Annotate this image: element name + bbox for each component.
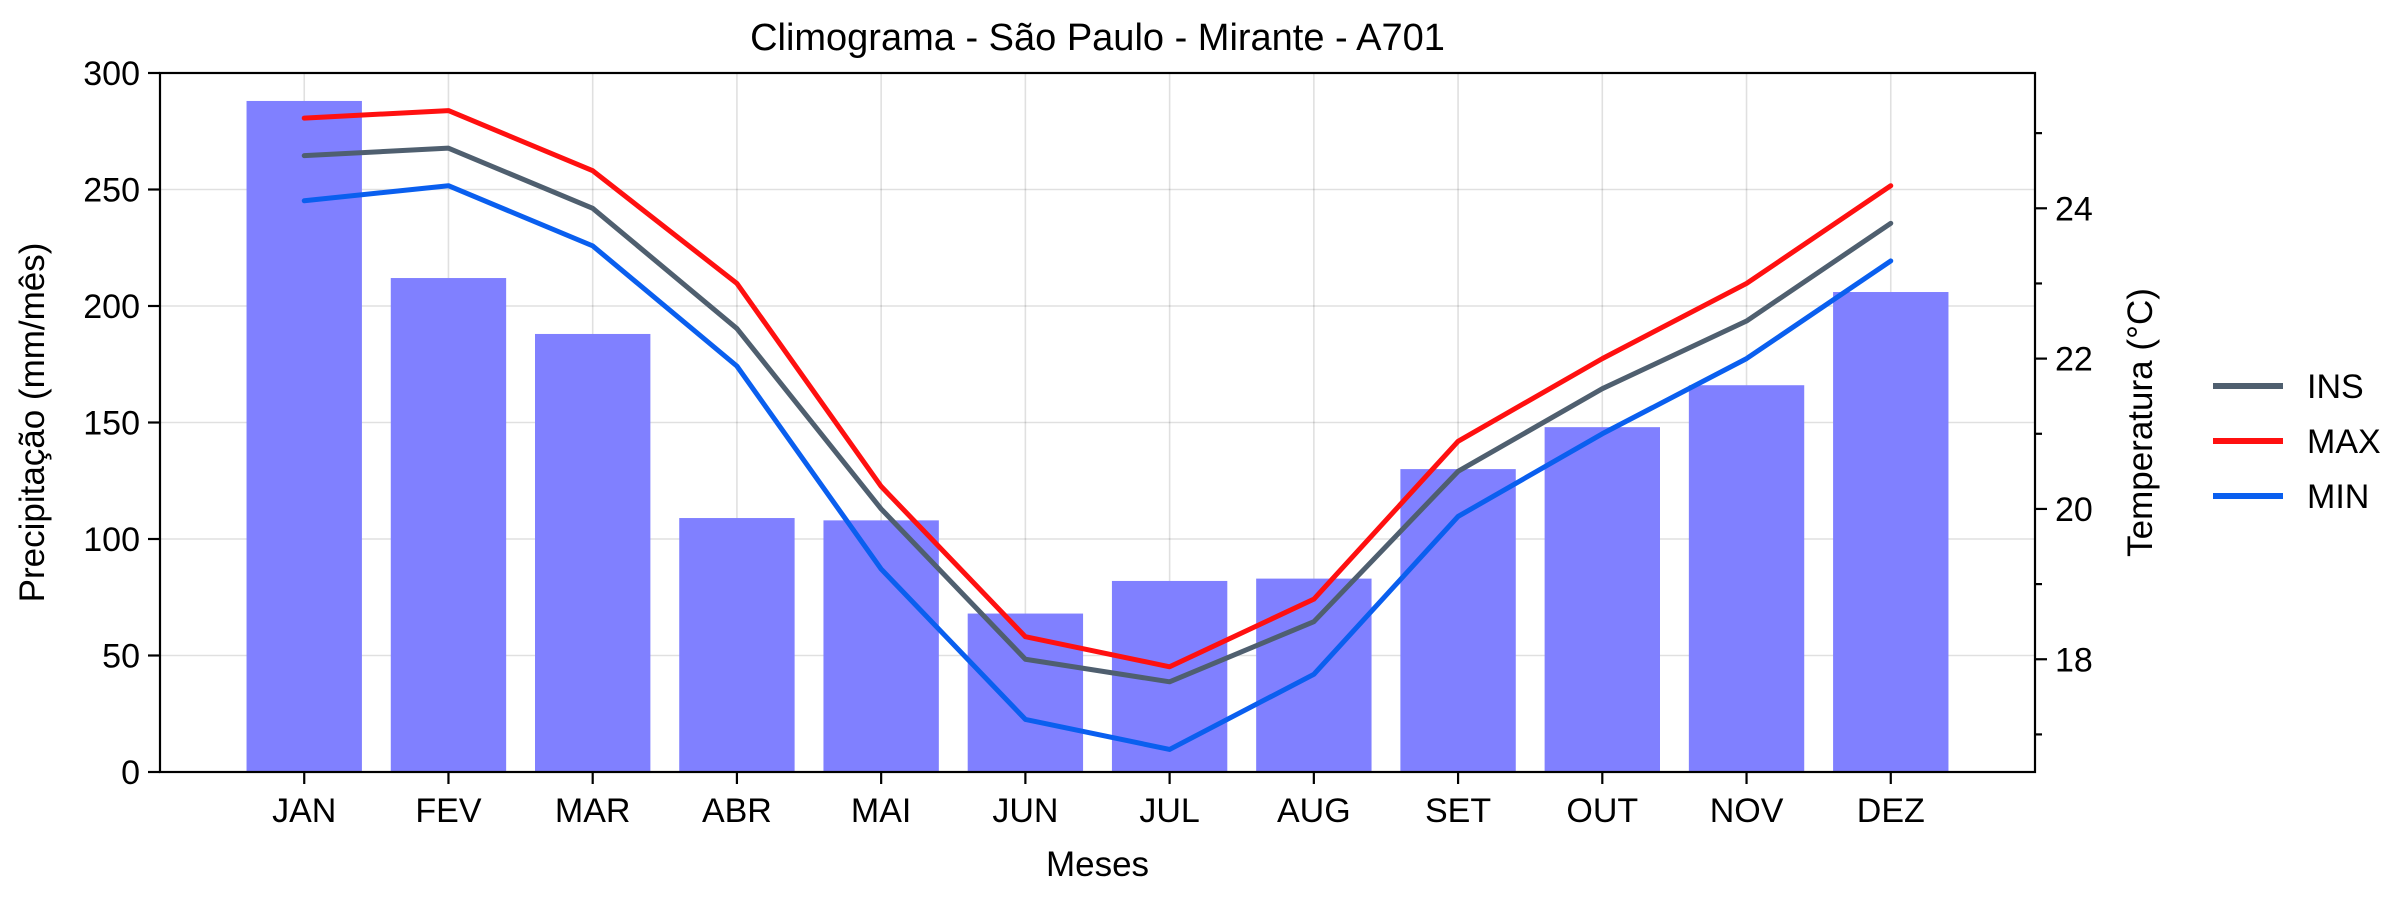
precip-bar	[1688, 385, 1805, 772]
precip-bar	[390, 278, 507, 772]
y-left-tick-label: 300	[83, 55, 140, 93]
y-axis-left-label: Precipitação (mm/mês)	[13, 243, 52, 603]
x-tick-label: FEV	[415, 792, 481, 830]
y-left-tick-label: 150	[83, 405, 140, 443]
x-tick-label: JAN	[272, 792, 336, 830]
precip-bar	[967, 613, 1084, 772]
x-tick-label: MAI	[851, 792, 911, 830]
y-axis-right-label: Temperatura (°C)	[2121, 288, 2160, 557]
x-tick-label: JUL	[1139, 792, 1199, 830]
x-tick-label: OUT	[1566, 792, 1638, 830]
y-left-tick-label: 50	[102, 638, 140, 676]
lines-layer	[301, 108, 1894, 752]
y-right-tick-label: 20	[2055, 491, 2093, 529]
x-tick-label: ABR	[702, 792, 772, 830]
x-tick-label: SET	[1425, 792, 1491, 830]
series-line-min	[301, 183, 1894, 752]
precip-bar	[1544, 427, 1660, 772]
y-right-tick-label: 22	[2055, 341, 2093, 379]
x-tick-label: AUG	[1277, 792, 1351, 830]
y-left-tick-label: 0	[121, 754, 140, 792]
legend-label-ins: INS	[2307, 368, 2364, 406]
y-left-tick-label: 250	[83, 172, 140, 210]
y-left-tick-label: 100	[83, 521, 140, 559]
precip-bar	[679, 518, 795, 772]
y-left-tick-label: 200	[83, 288, 140, 326]
series-line-max	[301, 108, 1894, 670]
ticks-layer: JAN FEV MAR ABR MAI JUN JUL AUG SET OUT NOV DEZ 0 50 1…	[83, 55, 2093, 830]
precip-bar	[1833, 292, 1949, 772]
precip-bar	[535, 333, 651, 772]
precip-bar	[823, 520, 939, 772]
x-tick-label: DEZ	[1857, 792, 1925, 830]
legend-label-min: MIN	[2307, 478, 2369, 516]
x-axis-label: Meses	[1046, 845, 1149, 884]
y-right-tick-label: 24	[2055, 190, 2093, 228]
legend: INS MAX MIN	[2213, 368, 2381, 516]
legend-label-max: MAX	[2307, 423, 2381, 461]
precip-bar	[246, 100, 362, 772]
series-line-ins	[301, 145, 1894, 685]
y-right-tick-label: 18	[2055, 641, 2093, 679]
x-tick-label: NOV	[1710, 792, 1784, 830]
chart-title: Climograma - São Paulo - Mirante - A701	[750, 17, 1445, 59]
x-tick-label: JUN	[992, 792, 1058, 830]
x-tick-label: MAR	[555, 792, 631, 830]
